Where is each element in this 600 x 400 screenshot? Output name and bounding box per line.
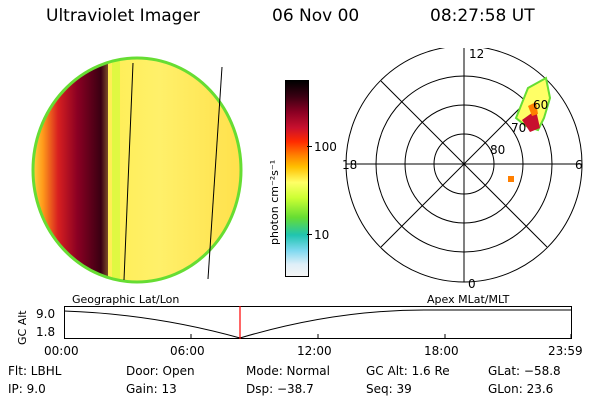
mlt-label-right: 6 xyxy=(575,158,583,172)
colorbar xyxy=(285,80,309,277)
door-info: Door: Open xyxy=(126,364,195,378)
instrument-title: Ultraviolet Imager xyxy=(46,6,200,26)
altitude-axis-label: GC Alt xyxy=(16,310,29,345)
lat-label: 80 xyxy=(490,143,505,157)
altitude-tick-label: 1.8 xyxy=(36,325,56,339)
longitude-line xyxy=(207,66,223,280)
longitude-line xyxy=(123,62,134,281)
mlt-label-bottom: 0 xyxy=(468,277,476,291)
apex-label: Apex MLat/MLT xyxy=(427,293,510,306)
time-label: 08:27:58 UT xyxy=(430,6,535,26)
altitude-curve xyxy=(64,309,572,339)
colorbar-tick xyxy=(307,146,312,147)
glat-info: GLat: −58.8 xyxy=(488,364,561,378)
colorbar-label: photon cm⁻²s⁻¹ xyxy=(268,159,281,245)
lat-label: 70 xyxy=(511,121,526,135)
seq-info: Seq: 39 xyxy=(366,382,412,396)
ip-info: IP: 9.0 xyxy=(8,382,46,396)
geographic-label: Geographic Lat/Lon xyxy=(72,293,180,306)
colorbar-tick-label: 100 xyxy=(314,140,337,154)
colorbar-tick xyxy=(307,234,312,235)
altitude-plot xyxy=(64,306,572,339)
date-label: 06 Nov 00 xyxy=(272,6,360,26)
altitude-tick-label: 9.0 xyxy=(36,307,56,321)
gain-info: Gain: 13 xyxy=(126,382,177,396)
mode-info: Mode: Normal xyxy=(246,364,330,378)
colorbar-tick-label: 10 xyxy=(314,228,330,242)
time-tick-label: 06:00 xyxy=(170,344,205,358)
glon-info: GLon: 23.6 xyxy=(488,382,554,396)
time-tick-label: 12:00 xyxy=(297,344,332,358)
filter-info: Flt: LBHL xyxy=(8,364,62,378)
earth-disk-image xyxy=(31,56,243,284)
time-tick-label: 00:00 xyxy=(44,344,79,358)
gc-alt-info: GC Alt: 1.6 Re xyxy=(366,364,450,378)
time-tick-label: 23:59 xyxy=(548,344,583,358)
lat-label: 60 xyxy=(533,98,548,112)
aurora-spot xyxy=(508,176,514,182)
mlt-label-top: 12 xyxy=(469,48,484,61)
polar-mlt-plot: 12 18 6 0 80 70 60 xyxy=(342,48,583,291)
time-tick-label: 18:00 xyxy=(424,344,459,358)
mlt-label-left: 18 xyxy=(342,158,357,172)
dsp-info: Dsp: −38.7 xyxy=(246,382,314,396)
